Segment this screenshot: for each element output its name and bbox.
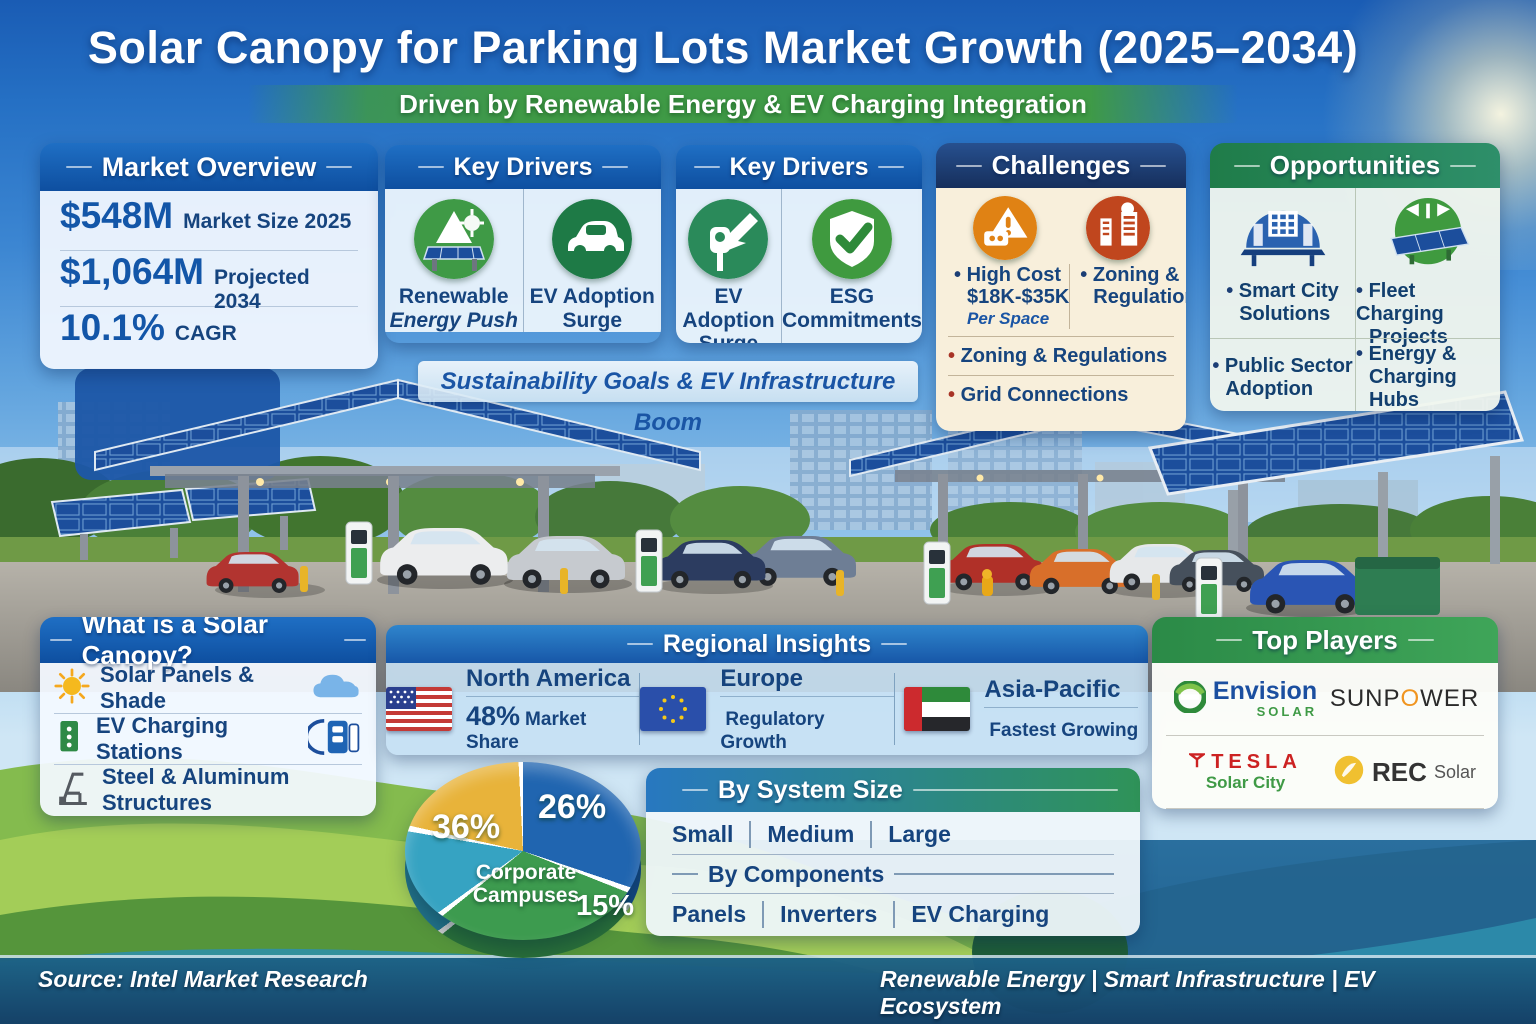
what-is-header: What is a Solar Canopy? xyxy=(40,617,376,670)
stat-projected: $1,064M Projected 2034 xyxy=(60,251,358,313)
fleet-charging-icon xyxy=(1382,196,1474,275)
challenge-list-item: Grid Connections xyxy=(948,381,1174,410)
pie-label-green-pct: 15% xyxy=(576,890,635,922)
page-title: Solar Canopy for Parking Lots Market Gro… xyxy=(87,22,1359,73)
uae-flag xyxy=(904,687,971,731)
stat-market-size: $548M Market Size 2025 xyxy=(60,195,358,251)
challenge-zoning: Zoning & Regulations xyxy=(1069,264,1186,329)
envision-logo-icon xyxy=(1173,679,1207,718)
components-list: Panels Inverters EV Charging xyxy=(672,900,1050,928)
driver-esg: ESG Commitments xyxy=(780,189,922,343)
stat-cagr: 10.1% CAGR xyxy=(60,307,358,362)
key-drivers-header: Key Drivers xyxy=(385,145,661,189)
utility-box xyxy=(1355,557,1440,615)
system-sizes-list: Small Medium Large xyxy=(672,820,951,848)
challenges-header: Challenges xyxy=(936,143,1186,188)
stat-label: Projected 2034 xyxy=(214,266,310,313)
stat-label: Market Size 2025 xyxy=(183,210,352,233)
by-system-size-panel: By System Size Small Medium Large By Compo… xyxy=(646,768,1140,936)
zoning-buildings-icon xyxy=(1085,196,1150,260)
driver-label: Renewable Energy Push xyxy=(389,285,518,332)
challenges-panel: Challenges High Cost $18K-$35K Per Space… xyxy=(936,143,1186,431)
smart-city-icon xyxy=(1237,196,1329,275)
renewable-energy-icon xyxy=(413,199,494,279)
footer-band xyxy=(0,958,1536,1024)
pie-label-corporate: Corporate Campuses xyxy=(472,861,580,907)
challenge-list-item: Zoning & Regulations xyxy=(948,342,1174,371)
footer-tags: Renewable Energy | Smart Infrastructure … xyxy=(880,966,1375,1019)
pie-top xyxy=(405,762,641,940)
rec-logo-icon xyxy=(1333,754,1365,791)
driver-ev-adoption: EV Adoption Surge xyxy=(522,189,662,333)
what-is-row-ev: EV Charging Stations xyxy=(54,713,362,765)
key-drivers-panel-a: Key Drivers Renewable Energy Push EV Adop… xyxy=(385,145,661,343)
player-tesla-solarcity: TESLA Solar City xyxy=(1166,736,1325,809)
regional-insights-panel: Regional Insights North America 48% Marke… xyxy=(386,625,1148,755)
sustainability-banner: Sustainability Goals & EV Infrastructure… xyxy=(418,361,918,436)
player-rec-solar: REC Solar xyxy=(1325,736,1484,809)
stat-value: 10.1% xyxy=(60,307,165,348)
region-europe: Europe Regulatory Growth xyxy=(639,665,894,753)
pie-label-blue: 26% xyxy=(538,788,607,826)
key-drivers-header: Key Drivers xyxy=(676,145,922,189)
region-asia-pacific: Asia-Pacific Fastest Growing xyxy=(893,673,1148,745)
ev-car-icon xyxy=(552,199,633,279)
hero-photo-solar-carport xyxy=(0,368,1536,692)
fire-hydrant xyxy=(982,569,993,596)
by-system-size-header: By System Size xyxy=(646,768,1140,812)
stat-label: CAGR xyxy=(174,322,237,345)
us-flag xyxy=(386,687,452,731)
source-credit: Source: Intel Market Research xyxy=(38,966,368,992)
ev-station-icon xyxy=(54,719,86,760)
market-overview-header: Market Overview xyxy=(40,143,378,191)
regional-insights-header: Regional Insights xyxy=(386,625,1148,663)
segment-pie-chart: 26% 36% Corporate Campuses 15% xyxy=(398,756,650,970)
market-overview-panel: Market Overview $548M Market Size 2025 $… xyxy=(40,143,378,369)
subtitle-band: Driven by Renewable Energy & EV Charging… xyxy=(248,85,1238,123)
solar-canopy-left xyxy=(94,378,701,594)
ev-charger-icon xyxy=(304,717,362,762)
by-components-header: By Components xyxy=(672,855,1114,893)
eu-flag xyxy=(640,687,707,731)
opportunities-header: Opportunities xyxy=(1210,143,1500,188)
tesla-logo-icon xyxy=(1187,752,1208,773)
parked-cars xyxy=(206,528,1374,617)
pie-label-yellow: 36% xyxy=(432,808,501,846)
what-is-row-steel: Steel & Aluminum Structures xyxy=(54,764,362,815)
region-north-america: North America 48% Market Share xyxy=(386,665,640,753)
steel-structure-icon xyxy=(54,769,92,812)
what-is-panel: What is a Solar Canopy? Solar Panels & S… xyxy=(40,617,376,816)
player-sunpower: SUNPOWER xyxy=(1325,663,1484,736)
driver-renewable-energy: Renewable Energy Push xyxy=(385,189,523,332)
cloud-icon xyxy=(310,671,362,706)
opportunity-energy-hubs: Energy &Charging Hubs xyxy=(1355,338,1500,411)
top-players-header: Top Players xyxy=(1152,617,1498,663)
low-solar-array xyxy=(50,477,317,560)
sun-icon xyxy=(54,667,90,709)
player-envision-solar: Envision SOLAR xyxy=(1166,663,1325,736)
bollards xyxy=(300,566,1160,600)
what-is-row-panels: Solar Panels & Shade xyxy=(54,662,362,714)
stat-value: $1,064M xyxy=(60,251,204,292)
stat-value: $548M xyxy=(60,195,174,236)
driver-label: ESG Commitments xyxy=(781,285,922,332)
esg-shield-check-icon xyxy=(811,199,892,279)
top-players-panel: Top Players Envision SOLAR SUNPOWER TESLA… xyxy=(1152,617,1498,809)
challenge-high-cost: High Cost $18K-$35K Per Space xyxy=(948,264,1070,329)
page-subtitle: Driven by Renewable Energy & EV Charging… xyxy=(399,89,1087,119)
high-cost-warning-icon xyxy=(972,196,1037,260)
ev-charger-arrow-icon xyxy=(688,199,769,279)
